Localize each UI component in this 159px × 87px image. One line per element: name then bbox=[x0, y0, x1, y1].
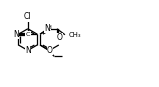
Text: N: N bbox=[13, 30, 19, 39]
Text: N: N bbox=[44, 24, 50, 33]
Text: Cl: Cl bbox=[24, 12, 32, 21]
Text: N: N bbox=[25, 46, 31, 55]
Text: O: O bbox=[57, 33, 63, 42]
Text: H: H bbox=[46, 25, 51, 30]
Text: C: C bbox=[26, 32, 30, 37]
Text: CH₃: CH₃ bbox=[69, 32, 81, 38]
Text: O: O bbox=[47, 46, 53, 55]
